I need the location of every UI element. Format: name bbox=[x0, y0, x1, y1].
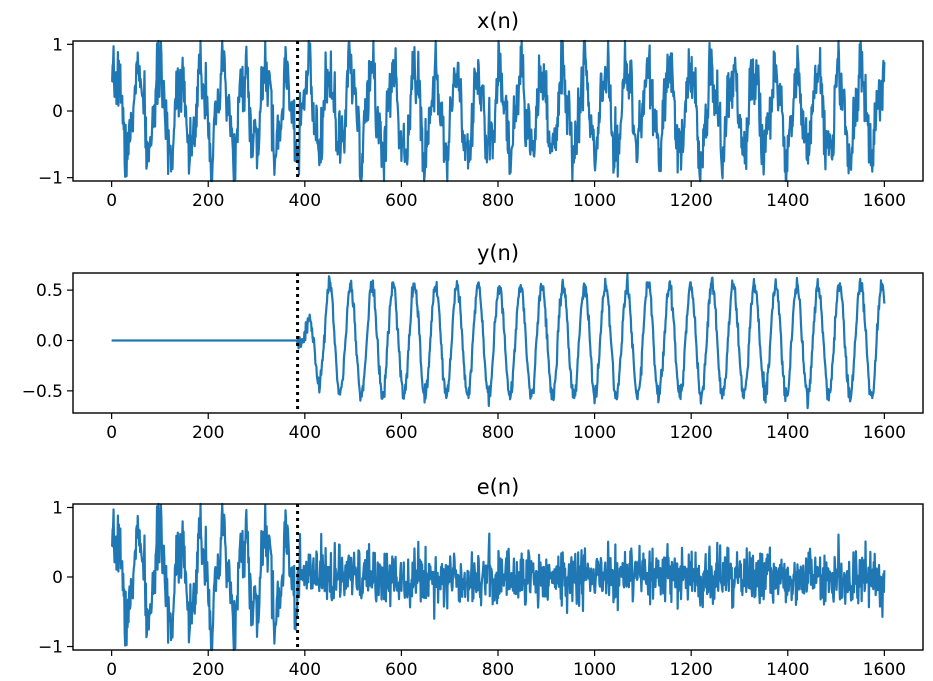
x-tick-label: 600 bbox=[385, 423, 417, 443]
x-tick-label: 1000 bbox=[573, 423, 616, 443]
chart-title: x(n) bbox=[477, 9, 519, 33]
x-tick-label: 1600 bbox=[863, 191, 906, 211]
x-tick-label: 200 bbox=[192, 423, 224, 443]
x-tick-label: 1400 bbox=[766, 423, 809, 443]
x-tick-label: 400 bbox=[289, 660, 321, 680]
x-tick-label: 0 bbox=[106, 423, 117, 443]
series-line bbox=[111, 273, 886, 410]
chart-title: y(n) bbox=[477, 241, 519, 265]
x-tick-label: 1400 bbox=[766, 191, 809, 211]
y-tick-label: 1 bbox=[52, 498, 63, 518]
y-tick-label: 0.5 bbox=[36, 281, 63, 301]
y-tick-label: −0.5 bbox=[22, 382, 63, 402]
x-tick-label: 200 bbox=[192, 191, 224, 211]
chart-title: e(n) bbox=[477, 475, 520, 499]
x-tick-label: 800 bbox=[482, 191, 514, 211]
series-line bbox=[110, 39, 886, 183]
x-tick-label: 600 bbox=[385, 660, 417, 680]
x-tick-label: 1200 bbox=[670, 423, 713, 443]
y-tick-label: 0 bbox=[52, 568, 63, 588]
x-tick-label: 1200 bbox=[670, 660, 713, 680]
y-tick-label: 1 bbox=[52, 35, 63, 55]
subplot-x: x(n) 0 200 400 600 800 1000 1200 1400 1600 −1 0 1 bbox=[38, 9, 924, 211]
series-line bbox=[110, 502, 886, 652]
subplot-y: y(n) 0 200 400 600 800 1000 1200 1400 1600 −0.5 0.… bbox=[22, 241, 924, 443]
x-tick-label: 600 bbox=[385, 191, 417, 211]
x-tick-label: 0 bbox=[106, 660, 117, 680]
y-tick-label: −1 bbox=[38, 169, 63, 189]
x-tick-label: 1000 bbox=[573, 660, 616, 680]
x-tick-label: 800 bbox=[482, 660, 514, 680]
x-tick-label: 1200 bbox=[670, 191, 713, 211]
x-tick-label: 800 bbox=[482, 423, 514, 443]
x-tick-label: 1600 bbox=[863, 660, 906, 680]
x-tick-label: 0 bbox=[106, 191, 117, 211]
x-tick-label: 400 bbox=[289, 423, 321, 443]
y-tick-label: 0.0 bbox=[36, 331, 63, 351]
y-tick-label: 0 bbox=[52, 102, 63, 122]
y-tick-label: −1 bbox=[38, 638, 63, 658]
x-tick-label: 1600 bbox=[863, 423, 906, 443]
x-tick-label: 1000 bbox=[573, 191, 616, 211]
x-tick-label: 1400 bbox=[766, 660, 809, 680]
x-tick-label: 200 bbox=[192, 660, 224, 680]
subplot-e: e(n) 0 200 400 600 800 1000 1200 1400 1600 −1 0 1 bbox=[38, 475, 924, 680]
x-tick-label: 400 bbox=[289, 191, 321, 211]
